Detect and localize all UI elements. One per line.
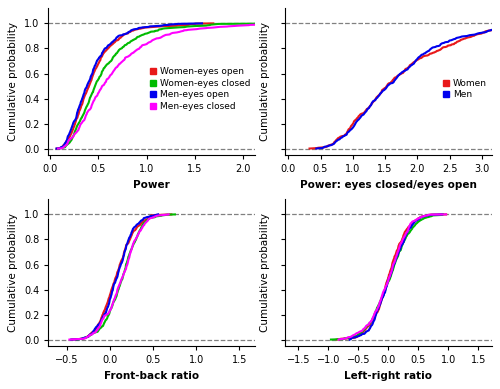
- X-axis label: Power: Power: [133, 180, 170, 190]
- X-axis label: Left-right ratio: Left-right ratio: [344, 371, 432, 381]
- X-axis label: Front-back ratio: Front-back ratio: [104, 371, 199, 381]
- Legend: Women-eyes open, Women-eyes closed, Men-eyes open, Men-eyes closed: Women-eyes open, Women-eyes closed, Men-…: [149, 67, 250, 111]
- X-axis label: Power: eyes closed/eyes open: Power: eyes closed/eyes open: [300, 180, 477, 190]
- Y-axis label: Cumulative probability: Cumulative probability: [260, 22, 270, 141]
- Y-axis label: Cumulative probability: Cumulative probability: [8, 22, 18, 141]
- Y-axis label: Cumulative probability: Cumulative probability: [260, 213, 270, 332]
- Legend: Women, Men: Women, Men: [442, 79, 487, 99]
- Y-axis label: Cumulative probability: Cumulative probability: [8, 213, 18, 332]
